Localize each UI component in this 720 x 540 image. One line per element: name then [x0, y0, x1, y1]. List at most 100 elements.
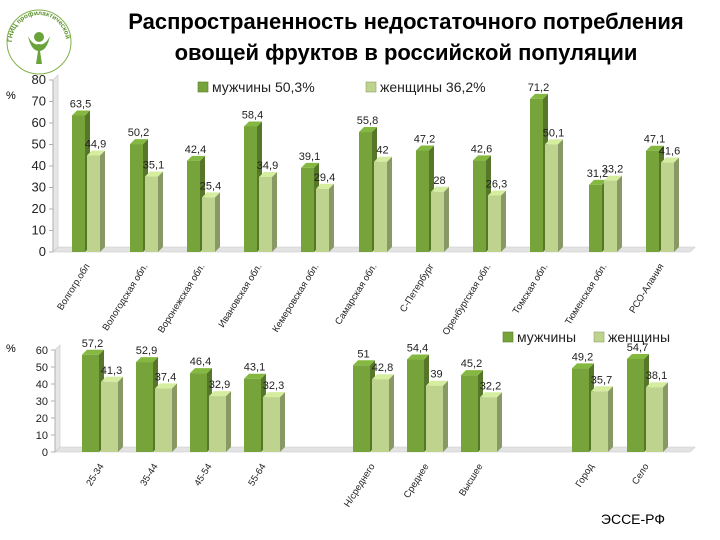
bar-top	[461, 370, 483, 376]
bar-men	[353, 365, 370, 452]
y-tick-label: 40	[36, 379, 48, 391]
bar-side	[389, 374, 394, 452]
bar-men	[461, 375, 478, 452]
data-label: 34,9	[257, 160, 278, 172]
bar-top	[480, 392, 502, 398]
data-label: 28	[433, 175, 445, 187]
bar-side	[158, 171, 163, 252]
data-label: 38,1	[646, 370, 667, 382]
bar-women	[263, 397, 280, 452]
bar-top	[244, 121, 262, 127]
category-label: Высшее	[457, 462, 485, 498]
bar-side	[443, 380, 448, 452]
bar-top	[82, 349, 104, 355]
data-label: 31,2	[587, 168, 608, 180]
data-label: 47,1	[644, 134, 665, 146]
data-label: 42	[376, 145, 388, 157]
bar-side	[329, 183, 334, 252]
bar-side	[608, 386, 613, 452]
y-tick-label: 10	[32, 223, 46, 238]
bar-side	[674, 157, 679, 252]
data-label: 54,4	[407, 343, 428, 355]
bar-men	[301, 167, 314, 252]
bar-side	[501, 190, 506, 252]
bar-top	[87, 150, 105, 156]
bar-women	[145, 176, 158, 252]
bar-women	[545, 144, 558, 252]
bar-men	[416, 150, 429, 252]
data-label: 41,6	[659, 146, 680, 158]
bar-women	[209, 396, 226, 452]
y-tick-label: 20	[32, 201, 46, 216]
y-tick-label: 30	[32, 180, 46, 195]
data-label: 35,7	[591, 374, 612, 386]
bar-men	[82, 354, 99, 452]
data-label: 42,6	[471, 143, 492, 155]
y-tick-label: 0	[39, 244, 46, 259]
legend-swatch-women	[365, 81, 377, 93]
data-label: 47,2	[414, 134, 435, 146]
data-label: 58,4	[242, 109, 263, 121]
bar-men	[244, 126, 257, 252]
bar-top	[359, 127, 377, 133]
bar-men	[572, 368, 589, 452]
bar-top	[187, 155, 205, 161]
category-label: 45-54	[192, 462, 214, 488]
data-label: 46,4	[190, 356, 211, 368]
bar-men	[72, 115, 85, 252]
data-label: 42,4	[185, 144, 206, 156]
bar-top	[545, 139, 563, 145]
bar-women	[372, 379, 389, 452]
bar-men	[187, 160, 200, 252]
data-label: 63,5	[70, 98, 91, 110]
data-label: 52,9	[136, 345, 157, 357]
bar-side	[100, 150, 105, 252]
bar-women	[374, 161, 387, 252]
data-label: 33,2	[602, 164, 623, 176]
data-label: 54,7	[627, 342, 648, 354]
bar-top	[407, 354, 429, 360]
bar-side	[387, 156, 392, 252]
bar-top	[130, 139, 148, 145]
legend-label-women: женщины 36,2%	[380, 79, 486, 95]
bar-side	[215, 192, 220, 252]
unit-label-secondary: %	[6, 343, 16, 355]
bar-top	[190, 368, 212, 374]
legend-label-men: мужчины 50,3%	[212, 79, 315, 95]
bar-men	[646, 150, 659, 252]
title-line-1: Распространенность недостаточного потреб…	[128, 9, 684, 34]
data-label: 32,3	[263, 380, 284, 392]
data-label: 50,1	[543, 127, 564, 139]
bar-side	[444, 186, 449, 252]
bar-top	[431, 186, 449, 192]
data-label: 71,2	[528, 82, 549, 94]
bar-men	[407, 359, 424, 452]
data-label: 37,4	[155, 371, 176, 383]
bar-top	[259, 171, 277, 177]
bar-men	[190, 373, 207, 452]
logo: ГНИЦ профилактической медицины	[2, 2, 72, 75]
y-tick-label: 70	[32, 94, 46, 109]
bar-side	[663, 382, 668, 452]
data-label: 29,4	[314, 172, 335, 184]
bar-side	[558, 139, 563, 252]
y-tick-label: 60	[32, 115, 46, 130]
bar-top	[101, 376, 123, 382]
bar-top	[263, 392, 285, 398]
footer-source: ЭССЕ-РФ	[600, 511, 665, 527]
y-tick-label: 50	[32, 137, 46, 152]
bar-women	[661, 162, 674, 252]
data-label: 45,2	[461, 358, 482, 370]
bar-top	[426, 380, 448, 386]
logo-figure-body	[28, 36, 50, 64]
bar-side	[280, 392, 285, 452]
bar-women	[488, 195, 501, 252]
data-label: 25,4	[200, 180, 221, 192]
data-label: 43,1	[244, 362, 265, 374]
bar-women	[202, 197, 215, 252]
bar-top	[589, 179, 607, 185]
category-label: 55-64	[246, 462, 268, 488]
data-label: 50,2	[128, 127, 149, 139]
y-tick-label: 80	[32, 72, 46, 87]
